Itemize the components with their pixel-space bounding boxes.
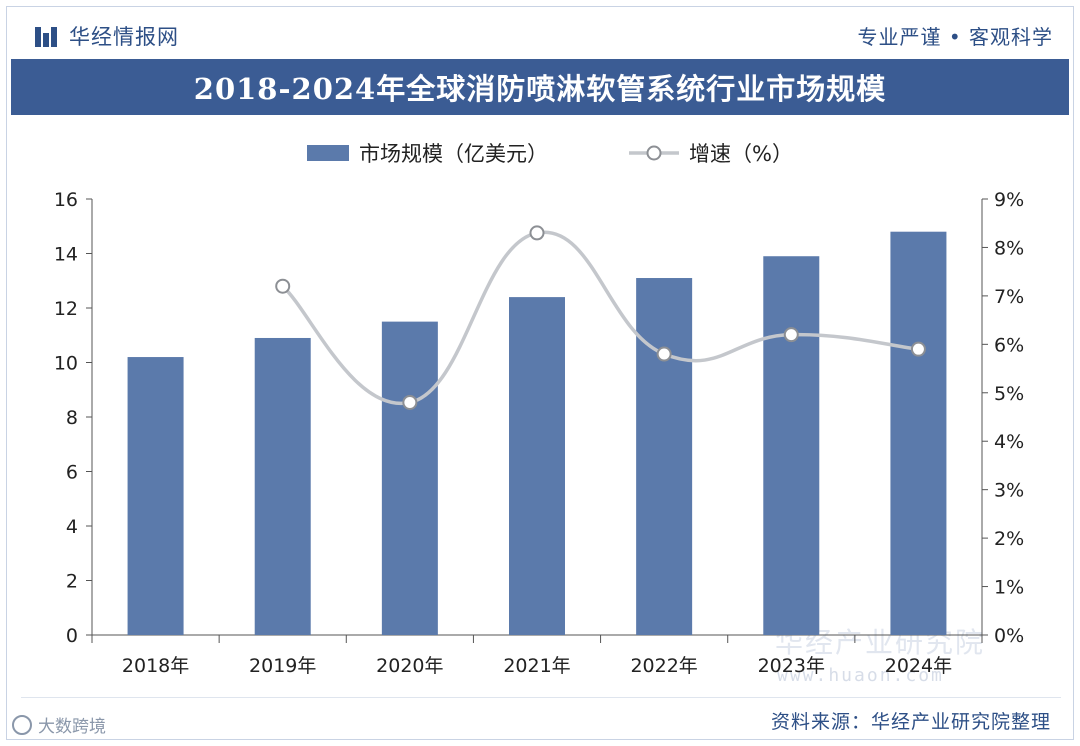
bar-2021年 [509,297,565,635]
bar-2019年 [254,337,311,635]
growth-point [275,278,291,294]
growth-point [656,346,672,362]
x-tick-label: 2021年 [503,655,570,677]
bar-2023年 [763,256,820,635]
x-tick-label: 2018年 [122,655,189,677]
y-left-tick-label: 14 [54,244,78,266]
y-left-tick-label: 6 [66,462,78,484]
y-left-tick-label: 4 [66,516,78,538]
growth-point [783,327,799,343]
y-right-tick-label: 1% [994,577,1024,599]
corner-badge: 大数跨境 [12,712,106,737]
axes: 0 2 4 6 8 10 12 14 16 0% 1% 2% 3% 4% 5% 6% 7% 8% 9% [54,189,1024,647]
bar-2020年 [381,321,438,635]
y-left-tick-label: 0 [66,625,78,647]
y-right-tick-label: 0% [994,625,1024,647]
y-right-tick-label: 8% [994,237,1024,259]
y-left-tick-label: 12 [54,298,78,320]
brand-logo-icon [35,25,59,47]
bar-2022年 [636,278,693,635]
chart-title: 2018-2024年全球消防喷淋软管系统行业市场规模 [193,72,887,106]
growth-line [275,225,926,410]
footer-divider [21,697,1061,698]
growth-point [402,394,418,410]
badge-icon [12,714,32,735]
x-tick-label: 2020年 [376,655,443,677]
watermark-url: www.huaon.com [777,665,944,686]
y-right-tick-label: 7% [994,286,1024,308]
y-left-tick-label: 10 [54,353,78,375]
y-left-tick-label: 8 [66,407,78,429]
y-right-tick-label: 6% [994,334,1024,356]
bar-2024年 [890,231,947,635]
source-note: 资料来源：华经产业研究院整理 [770,711,1051,733]
growth-line-path [281,230,919,406]
badge-text: 大数跨境 [38,717,106,737]
x-tick-label: 2023年 [758,655,825,677]
legend-line-marker [646,145,662,161]
legend-bar-swatch [307,145,349,161]
title-bar: 2018-2024年全球消防喷淋软管系统行业市场规模 [11,59,1069,115]
brand: 华经情报网 [35,21,179,51]
y-right-tick-label: 9% [994,189,1024,211]
x-tick-label: 2024年 [885,655,952,677]
bar-2018年 [127,357,184,635]
brand-name: 华经情报网 [69,25,179,49]
y-right-tick-label: 3% [994,480,1024,502]
y-right-tick-label: 5% [994,383,1024,405]
y-left-tick-label: 16 [54,189,78,211]
x-tick-label: 2019年 [249,655,316,677]
y-right-tick-label: 2% [994,528,1024,550]
x-axis-labels: 2018年 2019年 2020年 2021年 2022年 2023年 2024年 [122,655,952,677]
growth-point [529,225,545,241]
y-right-tick-label: 4% [994,431,1024,453]
x-tick-label: 2022年 [630,655,697,677]
y-left-tick-label: 2 [66,571,78,593]
header-bar: 华经情报网 专业严谨 • 客观科学 [7,7,1073,59]
chart-canvas: 市场规模（亿美元） 增速（%） 0 2 4 6 8 10 12 14 16 0% 1% 2% 3% 4% 5%… [54,142,1024,677]
legend-line-label: 增速（%） [689,142,793,166]
infographic-frame: 华经情报网 专业严谨 • 客观科学 2018-2024年全球消防喷淋软管系统行业… [6,6,1074,740]
motto: 专业严谨 • 客观科学 [857,25,1053,49]
growth-point [910,341,926,357]
legend: 市场规模（亿美元） 增速（%） [307,142,793,166]
legend-bar-label: 市场规模（亿美元） [359,142,548,166]
bars [127,231,947,635]
